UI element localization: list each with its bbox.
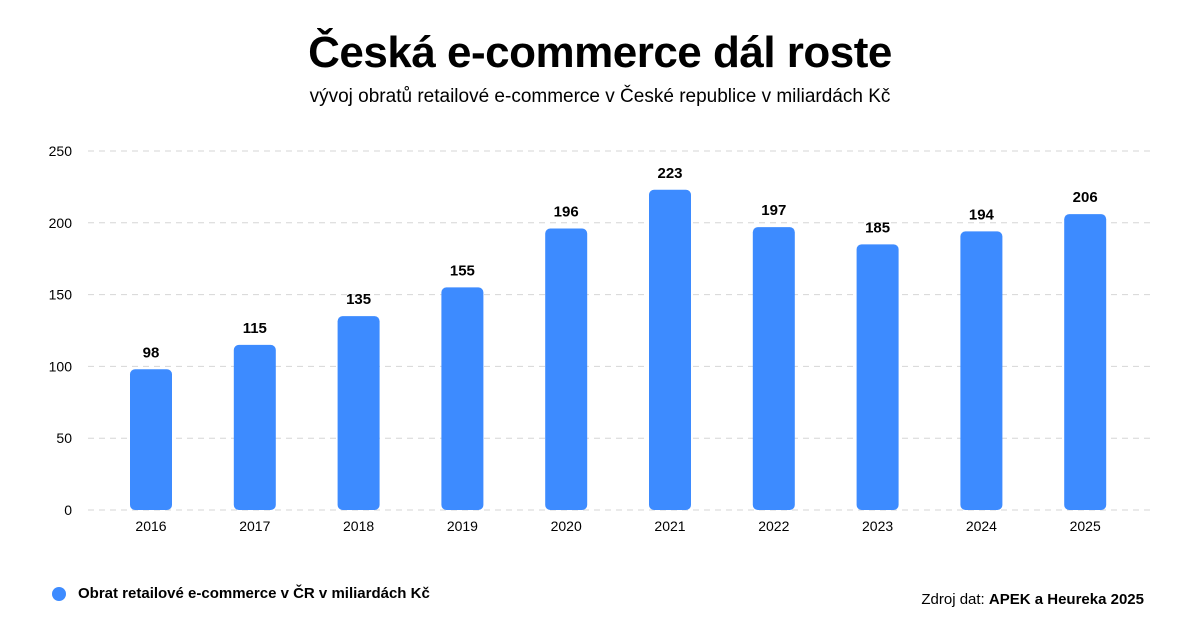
x-axis-ticks: 2016 2017 2018 2019 2020 2021 2022 2023 2024 2025 bbox=[135, 518, 1101, 534]
bar-2024 bbox=[960, 231, 1003, 510]
y-axis-ticks: 0 50 100 150 200 250 bbox=[49, 143, 73, 518]
x-tick-label: 2022 bbox=[758, 518, 789, 534]
data-label-2016: 98 bbox=[143, 344, 160, 361]
chart-subtitle: vývoj obratů retailové e-commerce v Česk… bbox=[309, 86, 891, 107]
bar-2019 bbox=[441, 287, 484, 510]
source-name: APEK a Heureka 2025 bbox=[988, 591, 1144, 608]
x-tick-label: 2017 bbox=[239, 518, 270, 534]
legend-swatch bbox=[52, 586, 66, 601]
y-tick-label: 250 bbox=[49, 143, 73, 159]
y-tick-label: 200 bbox=[49, 215, 73, 231]
bar-2022 bbox=[752, 227, 795, 510]
bar-2016 bbox=[130, 369, 172, 510]
x-tick-label: 2025 bbox=[1070, 518, 1101, 534]
x-tick-label: 2023 bbox=[862, 518, 893, 534]
bar-2021 bbox=[649, 189, 691, 510]
bar-2023 bbox=[856, 244, 899, 510]
x-tick-label: 2024 bbox=[966, 518, 997, 534]
data-label-2021: 223 bbox=[657, 165, 682, 182]
bar-2025 bbox=[1064, 214, 1107, 510]
x-tick-label: 2019 bbox=[447, 518, 478, 534]
x-tick-label: 2018 bbox=[343, 518, 374, 534]
data-label-2019: 155 bbox=[450, 262, 475, 279]
x-tick-label: 2016 bbox=[135, 518, 166, 534]
source-prefix: Zdroj dat: bbox=[921, 591, 985, 608]
data-label-2022: 197 bbox=[761, 202, 786, 219]
source-note: Zdroj dat: APEK a Heureka 2025 bbox=[921, 591, 1144, 608]
y-tick-label: 150 bbox=[49, 287, 73, 303]
x-tick-label: 2020 bbox=[551, 518, 582, 534]
bar-2017 bbox=[233, 344, 276, 510]
y-tick-label: 100 bbox=[49, 358, 73, 374]
bar-2020 bbox=[545, 228, 588, 510]
data-label-2023: 185 bbox=[865, 219, 890, 236]
data-label-2017: 115 bbox=[243, 320, 267, 337]
chart-title: Česká e-commerce dál roste bbox=[308, 28, 892, 77]
legend: Obrat retailové e-commerce v ČR v miliar… bbox=[52, 585, 430, 602]
x-tick-label: 2021 bbox=[654, 518, 685, 534]
y-tick-label: 50 bbox=[56, 430, 72, 446]
data-label-2020: 196 bbox=[554, 204, 579, 221]
data-label-2024: 194 bbox=[969, 206, 995, 223]
data-labels: 98 115 135 155 196 223 197 185 194 206 bbox=[143, 165, 1098, 362]
data-label-2018: 135 bbox=[346, 291, 371, 308]
bars bbox=[130, 189, 1107, 510]
bar-2018 bbox=[337, 316, 380, 510]
legend-label: Obrat retailové e-commerce v ČR v miliar… bbox=[78, 585, 430, 602]
data-label-2025: 206 bbox=[1073, 189, 1098, 206]
y-tick-label: 0 bbox=[64, 502, 72, 518]
